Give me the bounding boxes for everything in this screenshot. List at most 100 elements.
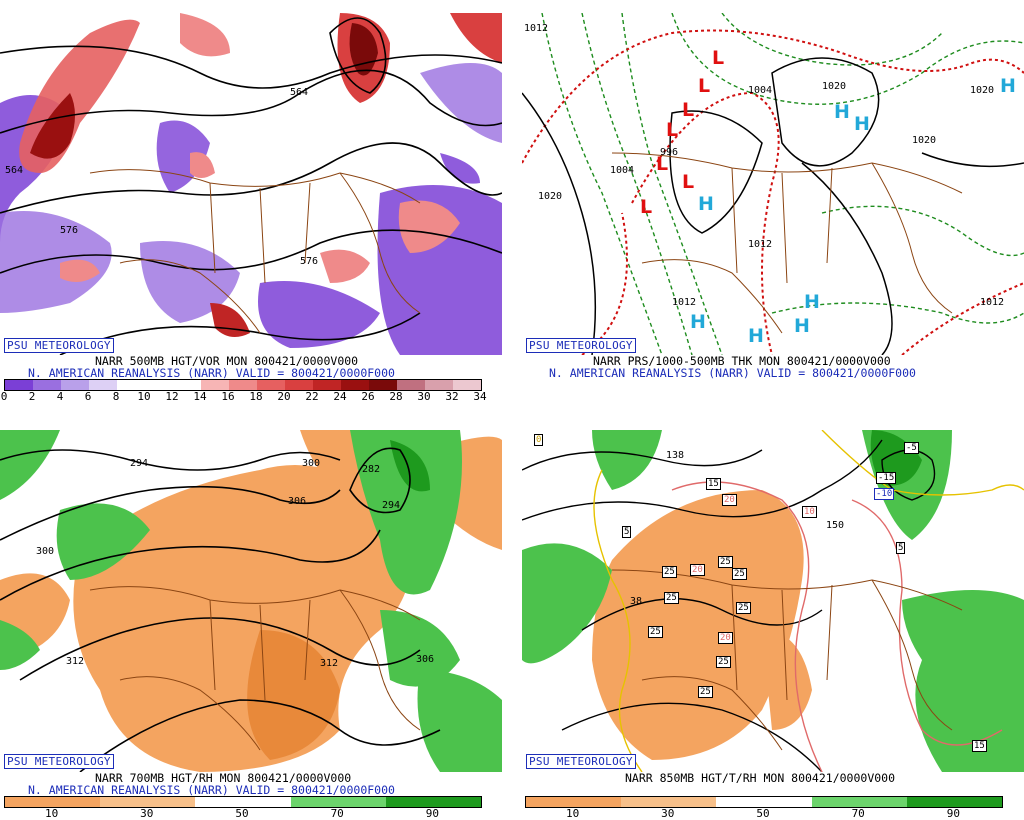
contour-label: 300	[302, 458, 321, 469]
contour-label: 1004	[610, 165, 635, 176]
colorbar-tick-label: 34	[473, 390, 487, 403]
contour-label: 38	[630, 596, 643, 607]
map-700mb-rh: 294 300 306 282 294 300 312 312 306 PSU …	[0, 430, 502, 772]
contour-label: 564	[5, 165, 24, 176]
low-pressure-marker: L	[682, 99, 695, 121]
map-graphic-p2	[522, 13, 1024, 355]
colorbar-segment	[285, 380, 313, 390]
low-pressure-marker: L	[682, 171, 695, 193]
colorbar-tick-label: 50	[756, 807, 770, 820]
rh-colorbar-labels: 10 30 50 70 90	[525, 807, 1001, 820]
colorbar-tick-label: 8	[112, 390, 120, 403]
panel-sea-level-pressure-thickness: L L L L L L L H H H H H H H H 1012 1004 …	[513, 0, 1024, 409]
colorbar-tick-label: 10	[44, 807, 59, 820]
colorbar-tick-label: 90	[946, 807, 961, 820]
colorbar-tick-label: 6	[84, 390, 92, 403]
contour-label: 138	[666, 450, 685, 461]
temperature-label: 25	[732, 568, 747, 580]
temperature-label: 10	[802, 506, 817, 518]
contour-label: 1012	[980, 297, 1005, 308]
colorbar-tick-label: 24	[333, 390, 347, 403]
colorbar-segment	[257, 380, 285, 390]
contour-label: 306	[288, 496, 307, 507]
reanalysis-valid-line: N. AMERICAN REANALYSIS (NARR) VALID = 80…	[28, 783, 395, 797]
temperature-label: 25	[716, 656, 731, 668]
temperature-label: 25	[662, 566, 677, 578]
colorbar-tick-label: 26	[361, 390, 375, 403]
vorticity-colorbar-labels: 0 2 4 6 8 10 12 14 16 18 20 22 24 26 28 30 32 34	[1, 390, 487, 404]
colorbar-tick-label: 2	[28, 390, 36, 403]
panel-700mb-rh: 294 300 306 282 294 300 312 312 306 PSU …	[0, 418, 510, 820]
temperature-label: 25	[664, 592, 679, 604]
colorbar-tick-label: 30	[417, 390, 431, 403]
contour-label: 1020	[912, 135, 937, 146]
colorbar-segment	[195, 797, 291, 807]
colorbar-segment	[385, 797, 482, 807]
product-title-line: NARR PRS/1000-500MB THK MON 800421/0000V…	[593, 354, 891, 368]
low-pressure-marker: L	[712, 47, 725, 69]
contour-label: 576	[60, 225, 79, 236]
colorbar-segment	[201, 380, 229, 390]
high-pressure-marker: H	[748, 325, 764, 347]
colorbar-segment	[117, 380, 145, 390]
temperature-label: 20	[690, 564, 705, 576]
high-pressure-marker: H	[690, 311, 706, 333]
rh-colorbar-labels: 10 30 50 70 90	[4, 807, 480, 820]
reanalysis-valid-line: N. AMERICAN REANALYSIS (NARR) VALID = 80…	[549, 366, 916, 380]
colorbar-segment	[716, 797, 812, 807]
contour-label: 996	[660, 147, 679, 158]
colorbar-tick-label: 16	[221, 390, 235, 403]
contour-label: 312	[66, 656, 85, 667]
colorbar-tick-label: 22	[305, 390, 319, 403]
colorbar-segment	[313, 380, 341, 390]
temperature-label: -15	[876, 472, 897, 484]
colorbar-tick-label: 14	[193, 390, 207, 403]
temperature-label: 25	[648, 626, 663, 638]
colorbar-tick-label: 30	[140, 807, 154, 820]
colorbar-tick-label: 70	[330, 807, 344, 820]
temperature-label: -10	[874, 488, 895, 500]
colorbar-segment	[906, 797, 1003, 807]
map-graphic-p3	[0, 430, 502, 772]
colorbar-segment	[33, 380, 61, 390]
colorbar-segment	[145, 380, 173, 390]
high-pressure-marker: H	[698, 193, 714, 215]
temperature-label: 25	[698, 686, 713, 698]
contour-label: 564	[290, 87, 309, 98]
map-500mb-vorticity: 564 576 564 576 PSU METEOROLOGY	[0, 13, 502, 355]
low-pressure-marker: L	[698, 75, 711, 97]
high-pressure-marker: H	[794, 315, 810, 337]
colorbar-tick-label: 18	[249, 390, 263, 403]
psu-meteorology-label: PSU METEOROLOGY	[526, 338, 636, 353]
contour-label: 306	[416, 654, 435, 665]
colorbar-segment	[5, 797, 101, 807]
vorticity-colorbar	[4, 379, 482, 391]
colorbar-segment	[526, 797, 622, 807]
panel-500mb-vorticity: 564 576 564 576 PSU METEOROLOGY NARR 500…	[0, 0, 510, 409]
product-title-line: NARR 850MB HGT/T/RH MON 800421/0000V000	[625, 771, 896, 785]
colorbar-segment	[100, 797, 196, 807]
colorbar-tick-label: 12	[165, 390, 179, 403]
contour-label: 1012	[672, 297, 697, 308]
temperature-label: 25	[718, 556, 733, 568]
product-title-line: NARR 700MB HGT/RH MON 800421/0000V000	[95, 771, 352, 785]
temperature-label: 0	[534, 434, 544, 446]
colorbar-segment	[229, 380, 257, 390]
product-title-line: NARR 500MB HGT/VOR MON 800421/0000V000	[95, 354, 359, 368]
temperature-label: 15	[972, 740, 987, 752]
colorbar-segment	[89, 380, 117, 390]
high-pressure-marker: H	[804, 291, 820, 313]
colorbar-tick-label: 50	[235, 807, 249, 820]
panel-850mb-temp-rh: 0 5 15 20 138 25 25 25 20 25 38 25 25 20…	[513, 418, 1024, 820]
colorbar-tick-label: 32	[445, 390, 459, 403]
temperature-label: 20	[718, 632, 733, 644]
map-850mb-temp-rh: 0 5 15 20 138 25 25 25 20 25 38 25 25 20…	[522, 430, 1024, 772]
colorbar-segment	[290, 797, 386, 807]
contour-label: 312	[320, 658, 339, 669]
low-pressure-marker: L	[666, 119, 679, 141]
colorbar-tick-label: 10	[565, 807, 580, 820]
contour-label: 1020	[822, 81, 847, 92]
high-pressure-marker: H	[834, 101, 850, 123]
colorbar-tick-label: 28	[389, 390, 403, 403]
low-pressure-marker: L	[640, 196, 653, 218]
